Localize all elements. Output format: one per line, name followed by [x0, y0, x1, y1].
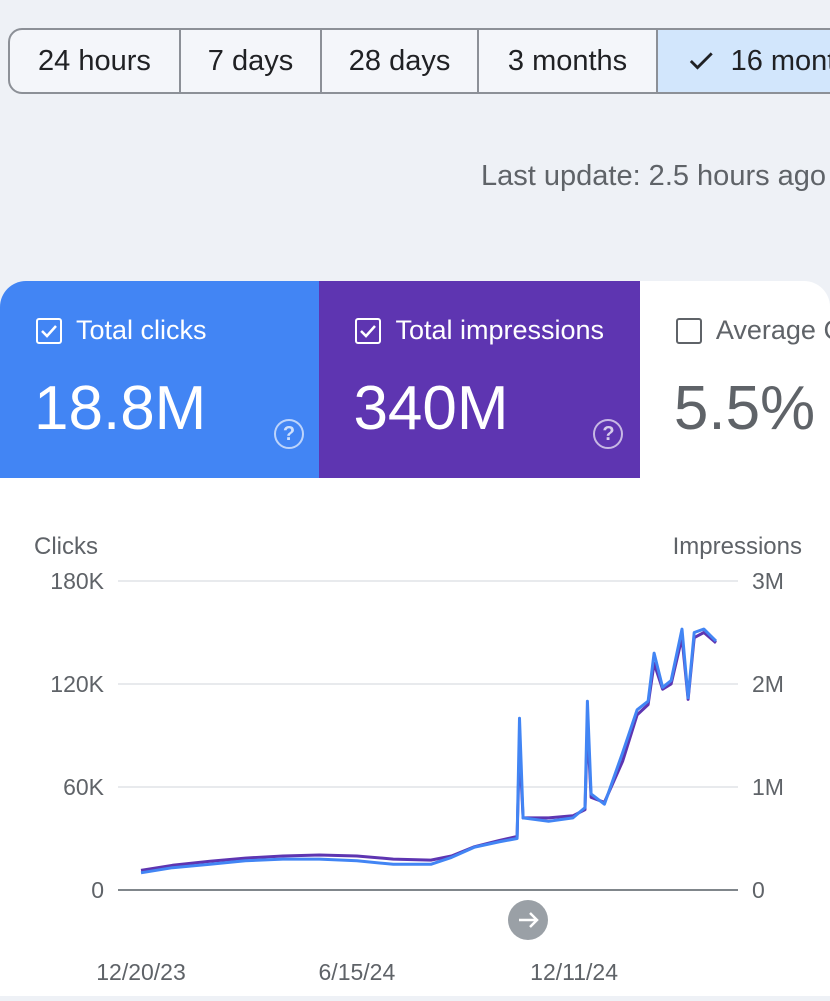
range-28-days-button[interactable]: 28 days — [322, 30, 480, 92]
last-update-text: Last update: 2.5 hours ago — [481, 160, 827, 192]
range-label: 28 days — [348, 44, 451, 77]
range-3-months-button[interactable]: 3 months — [479, 30, 658, 92]
x-tick-label: 12/20/23 — [96, 959, 186, 985]
total-impressions-label: Total impressions — [355, 315, 604, 346]
y-right-tick: 1M — [752, 774, 784, 800]
total-clicks-label: Total clicks — [36, 315, 207, 346]
x-tick-labels: 12/20/23 6/15/24 12/11/24 — [96, 959, 618, 985]
average-ctr-value: 5.5% — [673, 374, 816, 443]
total-impressions-card[interactable]: Total impressions 340M ? — [319, 281, 640, 478]
date-range-selector: 24 hours 7 days 28 days 3 months 16 mont… — [8, 28, 830, 94]
total-impressions-value: 340M — [353, 374, 509, 443]
y-left-tick: 120K — [50, 671, 104, 697]
performance-chart: Clicks Impressions 180K 120K 60K 0 3M 2M… — [34, 533, 802, 985]
y-left-axis-label: Clicks — [34, 533, 98, 560]
range-label: 7 days — [207, 44, 294, 77]
series-line-clicks — [140, 627, 718, 875]
y-right-tick: 0 — [752, 877, 765, 903]
range-24-hours-button[interactable]: 24 hours — [10, 30, 181, 92]
y-left-tick: 60K — [63, 774, 105, 800]
metric-label-text: Total impressions — [395, 315, 605, 345]
metric-label-text: Total clicks — [76, 315, 207, 345]
y-left-tick: 0 — [91, 877, 104, 903]
metric-cards: Total clicks 18.8M ? Total impressions 3… — [0, 281, 830, 478]
help-icon[interactable]: ? — [593, 419, 624, 449]
grid-and-ticks: 180K 120K 60K 0 3M 2M 1M 0 — [50, 568, 784, 903]
range-7-days-button[interactable]: 7 days — [181, 30, 323, 92]
help-icon[interactable]: ? — [274, 419, 304, 449]
check-icon — [689, 52, 713, 70]
y-right-axis-label: Impressions — [673, 533, 802, 560]
checkbox-checked-icon[interactable] — [355, 317, 382, 344]
y-right-tick: 2M — [752, 671, 784, 697]
range-label: 3 months — [507, 44, 628, 77]
y-left-tick: 180K — [50, 568, 104, 594]
series-line-impressions — [140, 631, 717, 872]
series-layer — [140, 627, 718, 875]
range-16-months-button[interactable]: 16 months — [657, 30, 830, 92]
scroll-arrow-button[interactable] — [508, 900, 548, 940]
x-tick-label: 12/11/24 — [530, 959, 618, 985]
x-tick-label: 6/15/24 — [319, 959, 396, 985]
average-ctr-label: Average CTR — [675, 315, 830, 346]
arrow-right-icon — [519, 912, 539, 928]
total-clicks-card[interactable]: Total clicks 18.8M ? — [0, 281, 320, 478]
metric-label-text: Average CTR — [715, 315, 830, 345]
checkbox-checked-icon[interactable] — [36, 317, 62, 344]
y-right-tick: 3M — [752, 568, 784, 594]
total-clicks-value: 18.8M — [34, 374, 207, 443]
average-ctr-card[interactable]: Average CTR 5.5% — [639, 281, 830, 478]
performance-chart-panel: Clicks Impressions 180K 120K 60K 0 3M 2M… — [0, 478, 830, 996]
range-label: 24 hours — [38, 44, 151, 77]
checkbox-unchecked-icon[interactable] — [675, 317, 702, 344]
range-label: 16 months — [730, 44, 830, 77]
